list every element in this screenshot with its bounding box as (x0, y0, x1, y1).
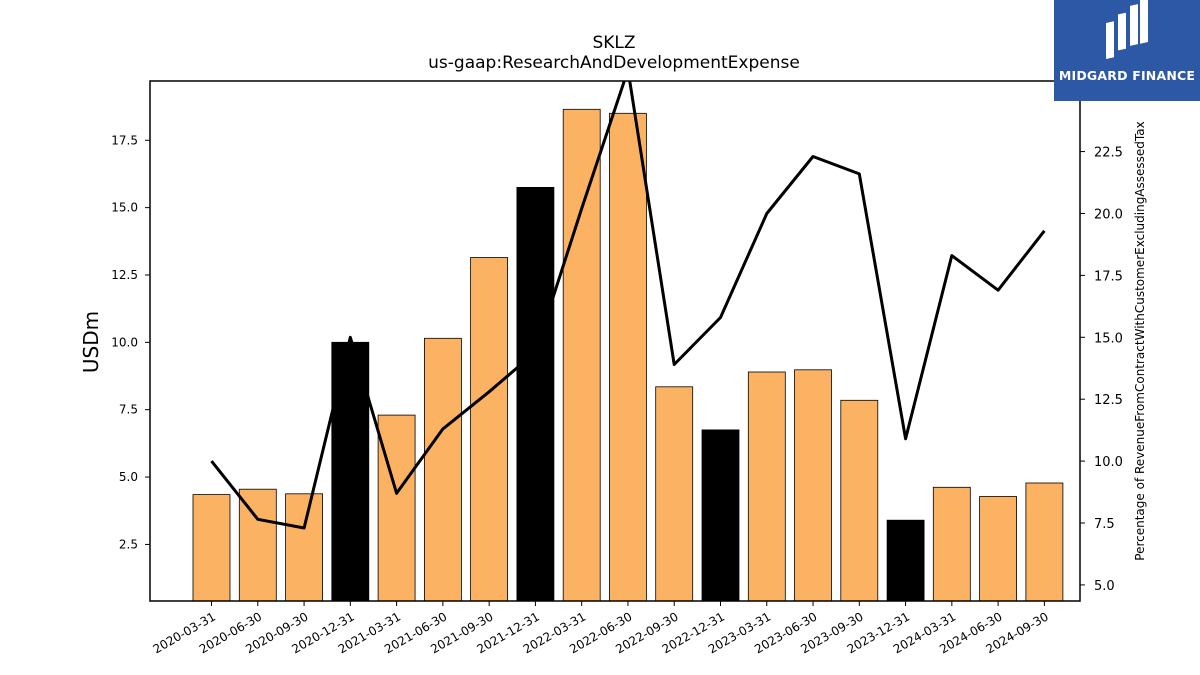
y-tick-label: 2.5 (119, 537, 138, 551)
bar-series (192, 108, 1064, 602)
plot-frame (149, 80, 1081, 602)
y2-tick-label: 5.0 (1094, 579, 1115, 594)
y2-tick-label: 10.0 (1094, 455, 1123, 470)
series-line (210, 81, 1046, 530)
y2-tick-label: 20.0 (1094, 207, 1123, 222)
bar (655, 386, 694, 602)
bar (562, 108, 601, 602)
bar (192, 494, 231, 602)
y2-tick-label: 7.5 (1094, 517, 1115, 532)
y-tick-label: 15.0 (111, 201, 138, 215)
chart-subtitle: us-gaap:ResearchAndDevelopmentExpense (428, 53, 800, 73)
bar (285, 493, 324, 602)
y-tick-label: 12.5 (111, 268, 138, 282)
y2-tick-label: 17.5 (1094, 269, 1123, 284)
y2-axis-label: Percentage of RevenueFromContractWithCus… (1133, 121, 1147, 560)
axes: 2.5 5.0 7.5 10.0 12.5 15.0 17.5 5.0 7.5 10.0 12.5 1… (111, 80, 1123, 656)
bar (886, 519, 925, 602)
bar (840, 399, 879, 602)
logo-text: MIDGARD FINANCE (1058, 68, 1196, 83)
y2-tick-label: 22.5 (1094, 146, 1123, 161)
midgard-finance-logo: MIDGARD FINANCE (1054, 0, 1200, 101)
bar (516, 186, 555, 602)
y2-tick-label: 15.0 (1094, 331, 1123, 346)
y-tick-label: 5.0 (119, 470, 138, 484)
bar (470, 257, 509, 602)
bar (747, 371, 786, 602)
bar (794, 369, 832, 602)
y-axis-label: USDm (79, 311, 103, 373)
bar (1025, 482, 1064, 602)
bar (238, 488, 277, 602)
bar (701, 429, 740, 602)
logo-mark-icon (1106, 0, 1148, 59)
bar (423, 337, 462, 602)
line-series (210, 81, 1046, 530)
y-tick-label: 7.5 (119, 403, 138, 417)
y2-tick-label: 12.5 (1094, 393, 1123, 408)
y-tick-label: 17.5 (111, 133, 138, 147)
chart-title: SKLZ (592, 33, 635, 53)
bar (609, 112, 647, 602)
bar (377, 414, 416, 602)
y-tick-label: 10.0 (111, 335, 138, 349)
bar (979, 496, 1017, 602)
bar (932, 486, 971, 602)
